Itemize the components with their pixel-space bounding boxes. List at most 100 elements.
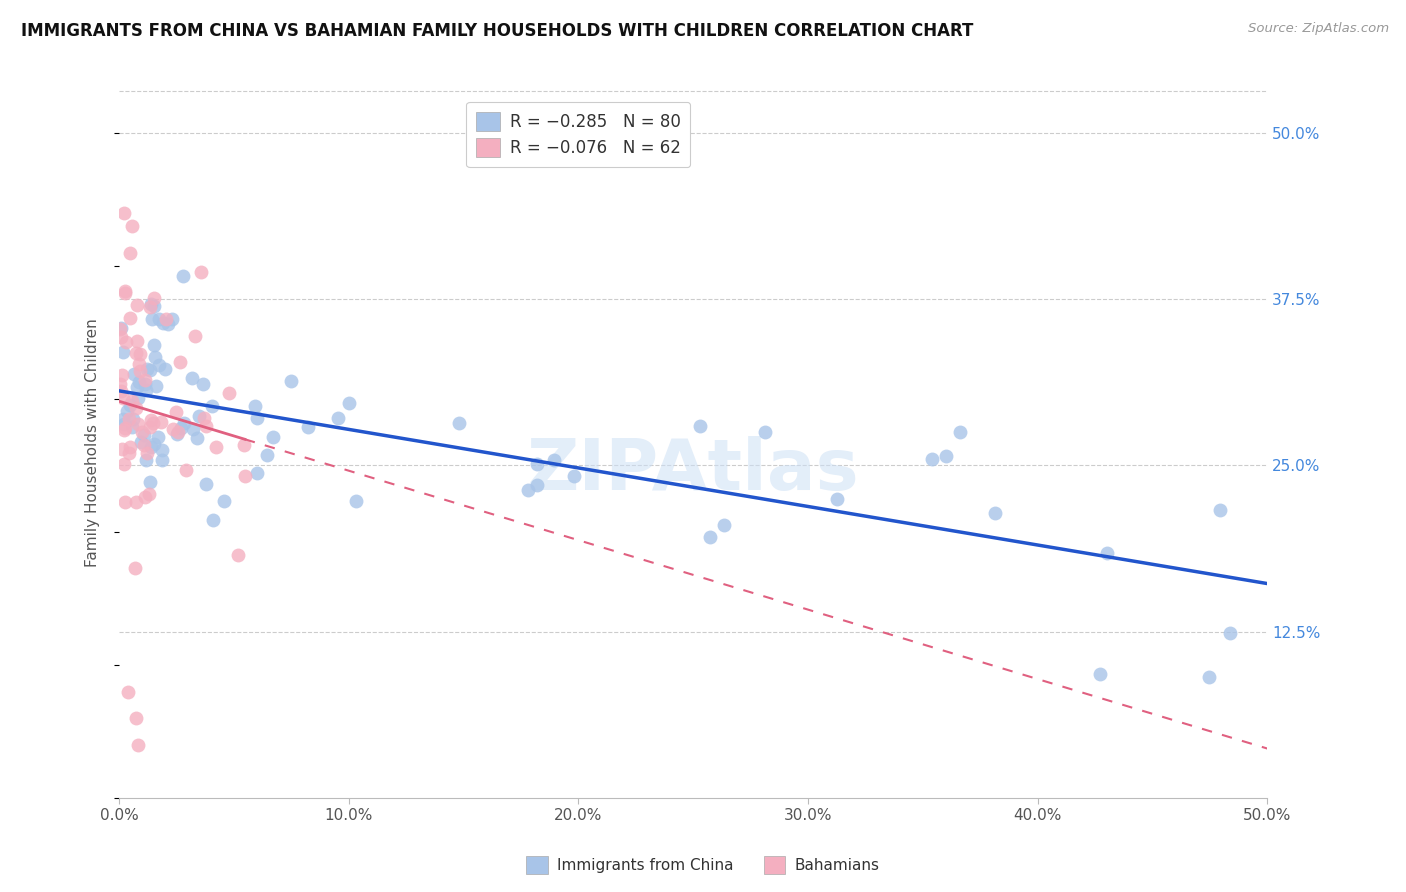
Point (124, 345, 146, 359)
Point (118, 411, 141, 425)
Point (110, 321, 132, 335)
Point (526, 457, 548, 471)
Point (1088, 667, 1111, 681)
Point (526, 477, 548, 491)
Point (201, 513, 224, 527)
Point (125, 711, 148, 725)
Point (114, 495, 136, 509)
Point (136, 445, 159, 459)
Point (328, 411, 350, 425)
Point (183, 329, 205, 343)
Point (114, 284, 136, 298)
Point (145, 379, 167, 393)
Point (117, 404, 139, 418)
Point (114, 334, 136, 349)
Point (233, 437, 256, 451)
Point (121, 394, 143, 409)
Point (134, 490, 156, 504)
Point (111, 345, 134, 359)
Point (226, 548, 249, 562)
Point (110, 322, 132, 336)
Point (110, 384, 132, 399)
Point (262, 430, 284, 444)
Point (127, 417, 149, 431)
Point (155, 312, 177, 326)
Point (112, 411, 135, 425)
Text: ZIPAtlas: ZIPAtlas (527, 436, 859, 505)
Point (280, 374, 302, 388)
Point (117, 684, 139, 698)
Point (339, 396, 361, 410)
Point (166, 425, 188, 439)
Point (218, 385, 240, 400)
Point (194, 476, 217, 491)
Point (128, 346, 150, 360)
Point (156, 318, 179, 332)
Point (562, 469, 585, 483)
Y-axis label: Family Households with Children: Family Households with Children (86, 318, 100, 566)
Point (141, 413, 163, 427)
Point (134, 437, 156, 451)
Point (297, 419, 319, 434)
Point (713, 518, 735, 533)
Point (146, 430, 169, 444)
Point (111, 391, 134, 405)
Point (153, 362, 176, 376)
Point (142, 291, 165, 305)
Point (142, 417, 165, 431)
Point (201, 399, 224, 413)
Point (142, 299, 165, 313)
Point (181, 422, 204, 436)
Point (135, 383, 157, 397)
Point (112, 424, 135, 438)
Point (344, 493, 367, 508)
Point (148, 358, 170, 372)
Point (150, 453, 173, 467)
Point (935, 449, 957, 463)
Point (162, 422, 184, 436)
Point (160, 311, 183, 326)
Point (172, 268, 194, 283)
Point (125, 380, 148, 394)
Legend: Immigrants from China, Bahamians: Immigrants from China, Bahamians (520, 850, 886, 880)
Point (128, 357, 150, 371)
Point (120, 398, 142, 412)
Point (127, 334, 149, 348)
Point (139, 440, 162, 454)
Point (1198, 669, 1220, 683)
Point (112, 458, 135, 472)
Legend: R = −0.285   N = 80, R = −0.076   N = 62: R = −0.285 N = 80, R = −0.076 N = 62 (467, 102, 690, 167)
Point (181, 371, 204, 385)
Point (120, 440, 142, 454)
Point (190, 265, 212, 279)
Point (191, 376, 214, 391)
Point (139, 300, 162, 314)
Point (125, 495, 148, 509)
Point (152, 317, 174, 331)
Point (129, 364, 152, 378)
Point (112, 417, 135, 431)
Point (246, 411, 269, 425)
Point (139, 297, 162, 311)
Point (138, 486, 160, 500)
Point (148, 312, 170, 326)
Point (173, 416, 195, 430)
Point (118, 446, 141, 460)
Point (121, 420, 143, 434)
Point (134, 377, 156, 392)
Point (121, 411, 143, 425)
Point (139, 420, 162, 434)
Point (1209, 503, 1232, 517)
Point (120, 245, 142, 260)
Point (149, 415, 172, 429)
Point (689, 419, 711, 434)
Point (166, 427, 188, 442)
Point (143, 350, 166, 364)
Point (449, 416, 471, 430)
Point (754, 425, 776, 440)
Point (165, 405, 187, 419)
Point (143, 338, 166, 352)
Point (141, 311, 163, 326)
Text: IMMIGRANTS FROM CHINA VS BAHAMIAN FAMILY HOUSEHOLDS WITH CHILDREN CORRELATION CH: IMMIGRANTS FROM CHINA VS BAHAMIAN FAMILY… (21, 22, 973, 40)
Point (108, 376, 131, 391)
